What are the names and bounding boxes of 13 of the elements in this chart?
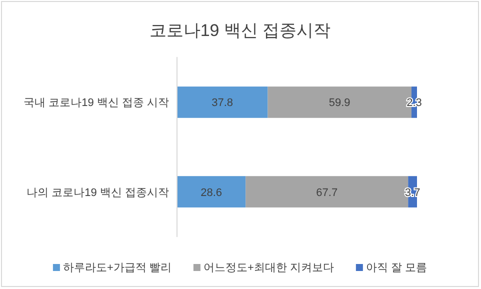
- data-label: 2.3: [406, 97, 422, 110]
- legend-label: 아직 잘 모름: [366, 262, 428, 274]
- y-tick-label: 국내 코로나19 백신 접종 시작: [24, 97, 169, 110]
- data-label: 37.8: [212, 97, 234, 110]
- bar: [177, 176, 246, 208]
- legend-label: 어느정도+최대한 지켜보다: [203, 262, 334, 274]
- legend-label: 하루라도+가급적 빨리: [62, 262, 172, 274]
- data-label: 59.9: [328, 97, 350, 110]
- data-label: 67.7: [316, 186, 338, 199]
- chart-title: 코로나19 백신 접종시작: [149, 21, 331, 40]
- data-label: 28.6: [200, 186, 222, 199]
- bar: [177, 86, 268, 118]
- y-tick-label: 나의 코로나19 백신 접종시작: [26, 186, 169, 199]
